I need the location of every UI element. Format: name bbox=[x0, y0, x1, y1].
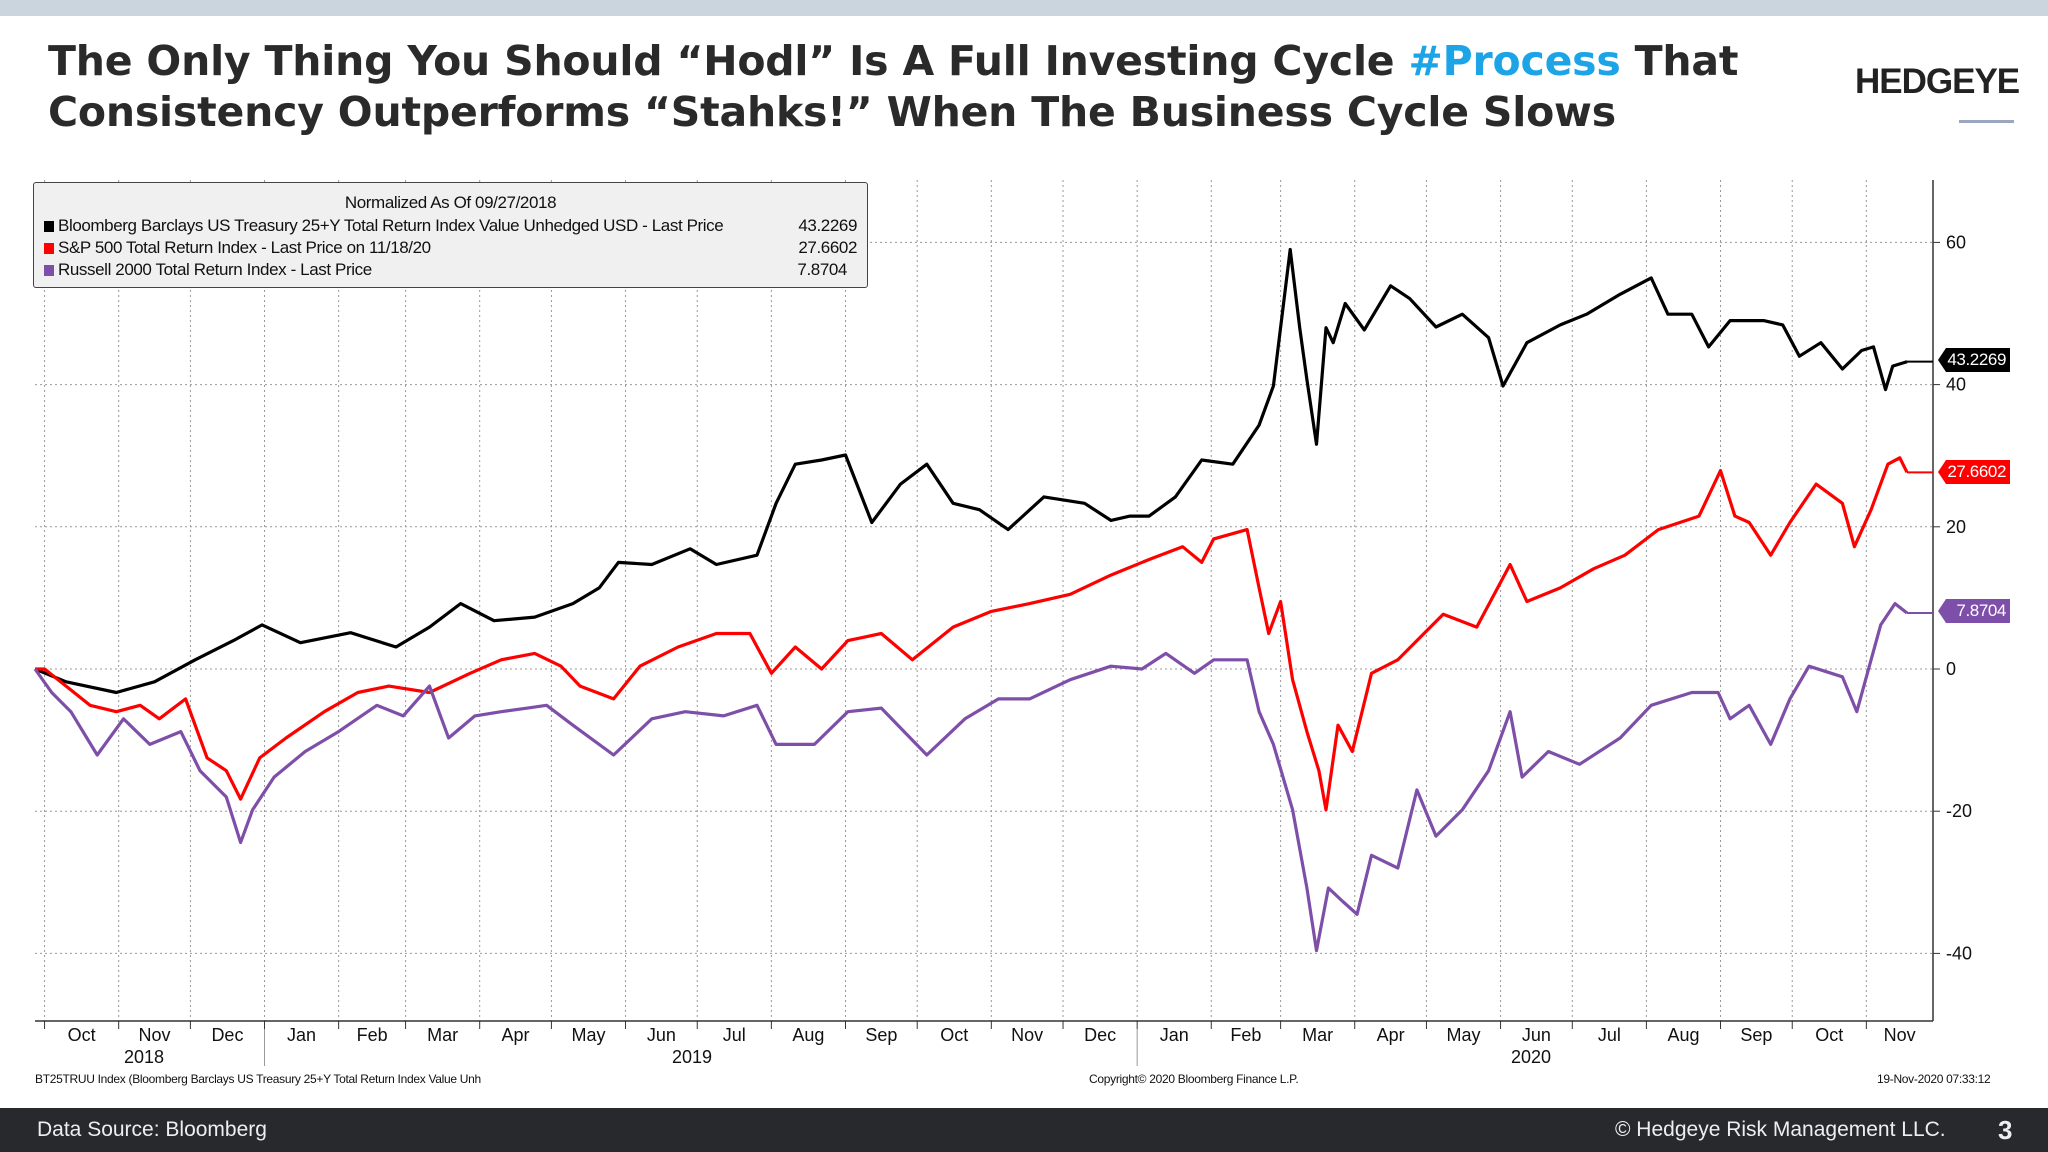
legend-item-russell: Russell 2000 Total Return Index - Last P… bbox=[44, 259, 857, 281]
x-tick-label: Oct bbox=[940, 1025, 968, 1045]
title-text: That bbox=[1620, 37, 1739, 85]
x-tick-label: Jun bbox=[647, 1025, 676, 1045]
page-title: The Only Thing You Should “Hodl” Is A Fu… bbox=[48, 36, 1738, 138]
x-tick-label: Nov bbox=[1011, 1025, 1043, 1045]
legend-swatch bbox=[44, 221, 54, 232]
last-value-tag-russell: 7.8704 bbox=[1938, 599, 2010, 623]
x-tick-label: Sep bbox=[1740, 1025, 1772, 1045]
chart-copyright: Copyright© 2020 Bloomberg Finance L.P. bbox=[1089, 1072, 1299, 1086]
x-tick-label: Nov bbox=[1884, 1025, 1916, 1045]
y-tick-label: -40 bbox=[1946, 943, 1972, 963]
y-tick-label: 20 bbox=[1946, 517, 1966, 537]
last-value-tag-sp500: 27.6602 bbox=[1938, 460, 2010, 484]
legend-item-treasury: Bloomberg Barclays US Treasury 25+Y Tota… bbox=[44, 215, 857, 237]
x-tick-label: Feb bbox=[357, 1025, 388, 1045]
series-line-russell bbox=[33, 602, 1908, 953]
legend-value: 43.2269 bbox=[798, 216, 857, 235]
x-tick-label: Oct bbox=[1815, 1025, 1843, 1045]
x-tick-label: Jul bbox=[723, 1025, 746, 1045]
legend-swatch bbox=[44, 243, 54, 254]
page-number: 3 bbox=[1998, 1115, 2013, 1145]
title-text: The Only Thing You Should “Hodl” Is A Fu… bbox=[48, 37, 1409, 85]
title-hashtag: #Process bbox=[1408, 37, 1621, 85]
logo-underline bbox=[1959, 120, 2014, 123]
x-tick-label: Apr bbox=[502, 1025, 530, 1045]
x-tick-label: Apr bbox=[1377, 1025, 1405, 1045]
series-line-sp500 bbox=[35, 456, 1909, 812]
legend-label: Russell 2000 Total Return Index - Last P… bbox=[58, 260, 372, 279]
x-tick-label: Jan bbox=[287, 1025, 316, 1045]
x-tick-label: Oct bbox=[68, 1025, 96, 1045]
legend-value: 7.8704 bbox=[797, 260, 847, 279]
y-tick-label: -20 bbox=[1946, 801, 1972, 821]
title-line-2: Consistency Outperforms “Stahks!” When T… bbox=[48, 88, 1616, 136]
hedgeye-logo: HEDGEYE bbox=[1855, 62, 2020, 101]
x-tick-label: Sep bbox=[865, 1025, 897, 1045]
x-year-label: 2019 bbox=[672, 1047, 712, 1067]
chart-source-ticker: BT25TRUU Index (Bloomberg Barclays US Tr… bbox=[35, 1072, 481, 1086]
x-tick-label: Aug bbox=[792, 1025, 824, 1045]
x-tick-label: Dec bbox=[211, 1025, 243, 1045]
y-tick-label: 0 bbox=[1946, 659, 1956, 679]
legend-title: Normalized As Of 09/27/2018 bbox=[344, 193, 557, 212]
legend-value: 27.6602 bbox=[798, 238, 857, 257]
y-tick-label: 60 bbox=[1946, 232, 1966, 252]
x-tick-label: May bbox=[571, 1025, 605, 1045]
x-tick-label: Jan bbox=[1160, 1025, 1189, 1045]
x-tick-label: Jun bbox=[1522, 1025, 1551, 1045]
x-tick-label: Dec bbox=[1084, 1025, 1116, 1045]
series-line-treasury bbox=[34, 247, 1908, 695]
x-tick-label: May bbox=[1446, 1025, 1480, 1045]
x-tick-label: Jul bbox=[1598, 1025, 1621, 1045]
last-value-tag-treasury: 43.2269 bbox=[1938, 348, 2010, 372]
data-source: Data Source: Bloomberg bbox=[37, 1118, 267, 1141]
legend-label: Bloomberg Barclays US Treasury 25+Y Tota… bbox=[58, 216, 724, 235]
x-tick-label: Feb bbox=[1230, 1025, 1261, 1045]
y-tick-label: 40 bbox=[1946, 375, 1966, 395]
x-tick-label: Mar bbox=[1302, 1025, 1333, 1045]
chart-legend: Normalized As Of 09/27/2018 Bloomberg Ba… bbox=[33, 182, 868, 288]
copyright: © Hedgeye Risk Management LLC. bbox=[1615, 1118, 1946, 1141]
legend-item-sp500: S&P 500 Total Return Index - Last Price … bbox=[44, 237, 857, 259]
x-tick-label: Mar bbox=[427, 1025, 458, 1045]
legend-label: S&P 500 Total Return Index - Last Price … bbox=[58, 238, 431, 257]
line-chart: Oct Nov Dec Jan Feb Mar Apr May Jun Jul Aug Sep Oct N… bbox=[33, 180, 1972, 1067]
chart-timestamp: 19-Nov-2020 07:33:12 bbox=[1877, 1072, 1991, 1086]
x-year-label: 2018 bbox=[124, 1047, 164, 1067]
x-year-label: 2020 bbox=[1511, 1047, 1551, 1067]
top-bar bbox=[0, 0, 2048, 16]
legend-swatch bbox=[44, 265, 54, 276]
x-tick-label: Nov bbox=[139, 1025, 171, 1045]
footer-bar: Data Source: Bloomberg © Hedgeye Risk Ma… bbox=[0, 1108, 2048, 1152]
x-tick-label: Aug bbox=[1667, 1025, 1699, 1045]
